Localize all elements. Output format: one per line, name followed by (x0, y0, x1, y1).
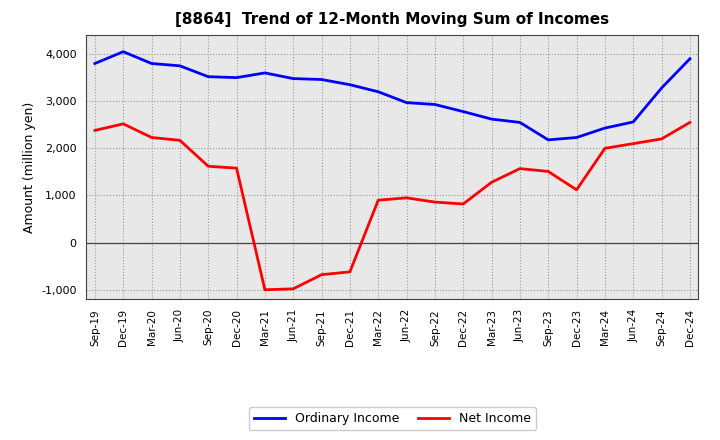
Net Income (204, 164, 212, 169)
Net Income (91, 128, 99, 133)
Ordinary Income (600, 125, 609, 131)
Net Income (431, 199, 439, 205)
Ordinary Income (91, 61, 99, 66)
Net Income (685, 120, 694, 125)
Ordinary Income (657, 85, 666, 91)
Net Income (119, 121, 127, 126)
Net Income (544, 169, 552, 174)
Legend: Ordinary Income, Net Income: Ordinary Income, Net Income (248, 407, 536, 430)
Net Income (148, 135, 156, 140)
Net Income (459, 202, 467, 207)
Net Income (318, 272, 326, 277)
Ordinary Income (629, 119, 637, 125)
Ordinary Income (685, 56, 694, 62)
Line: Net Income: Net Income (95, 122, 690, 290)
Net Income (374, 198, 382, 203)
Ordinary Income (346, 82, 354, 87)
Ordinary Income (402, 100, 411, 105)
Net Income (346, 269, 354, 275)
Ordinary Income (516, 120, 524, 125)
Title: [8864]  Trend of 12-Month Moving Sum of Incomes: [8864] Trend of 12-Month Moving Sum of I… (176, 12, 609, 27)
Ordinary Income (431, 102, 439, 107)
Ordinary Income (487, 117, 496, 122)
Net Income (487, 180, 496, 185)
Net Income (261, 287, 269, 293)
Net Income (289, 286, 297, 291)
Ordinary Income (261, 70, 269, 76)
Ordinary Income (318, 77, 326, 82)
Ordinary Income (459, 109, 467, 114)
Net Income (629, 141, 637, 146)
Net Income (600, 146, 609, 151)
Net Income (516, 166, 524, 171)
Ordinary Income (289, 76, 297, 81)
Ordinary Income (119, 49, 127, 54)
Ordinary Income (374, 89, 382, 95)
Line: Ordinary Income: Ordinary Income (95, 51, 690, 140)
Y-axis label: Amount (million yen): Amount (million yen) (22, 102, 35, 233)
Net Income (176, 138, 184, 143)
Ordinary Income (544, 137, 552, 143)
Net Income (572, 187, 581, 192)
Ordinary Income (176, 63, 184, 69)
Ordinary Income (148, 61, 156, 66)
Net Income (233, 165, 241, 171)
Ordinary Income (204, 74, 212, 79)
Ordinary Income (233, 75, 241, 80)
Net Income (657, 136, 666, 142)
Net Income (402, 195, 411, 201)
Ordinary Income (572, 135, 581, 140)
